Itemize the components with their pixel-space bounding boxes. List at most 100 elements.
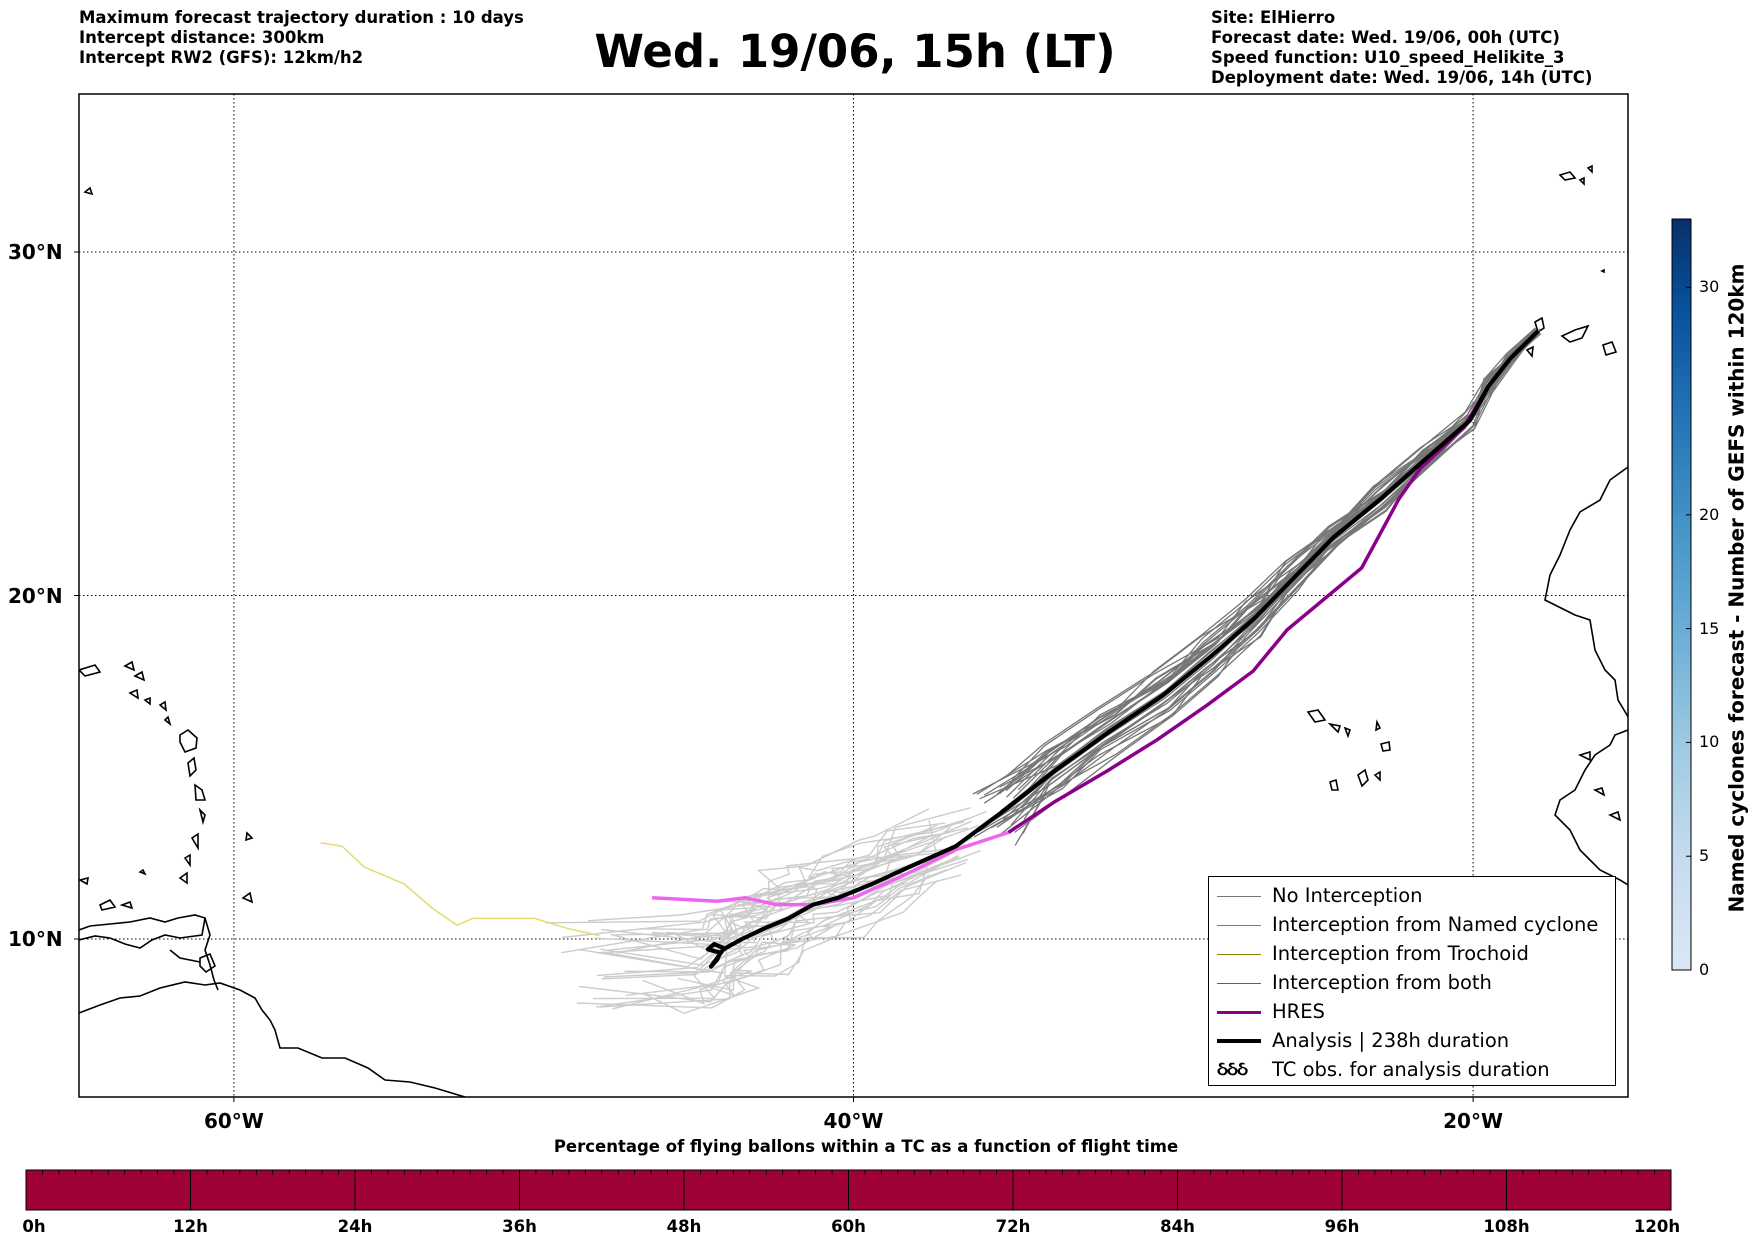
ensemble-member-track <box>999 328 1537 788</box>
ensemble-member-track-late <box>545 808 930 924</box>
ensemble-member-track-late <box>692 820 937 940</box>
flight-time-tick-label: 48h <box>666 1217 702 1236</box>
ensemble-member-track-late <box>592 855 960 1000</box>
flight-time-tick-label: 120h <box>1633 1217 1681 1236</box>
site-text: Site: ElHierro <box>1211 8 1336 27</box>
ensemble-member-track <box>1005 328 1541 792</box>
flight-time-tick-label: 0h <box>22 1217 46 1236</box>
flight-time-title: Percentage of flying ballons within a TC… <box>553 1137 1179 1156</box>
colorbar-tick-label: 15 <box>1699 618 1720 638</box>
colorbar-ticks <box>1686 286 1691 971</box>
ensemble-member-track <box>983 328 1537 796</box>
trajectory-duration-text: Maximum forecast trajectory duration : 1… <box>79 8 524 27</box>
forecast-parameters: Maximum forecast trajectory duration : 1… <box>79 8 524 68</box>
flight-time-tick-label: 12h <box>173 1217 208 1236</box>
flight-time-tick-label: 96h <box>1324 1217 1360 1236</box>
lon-tick-label: 20°W <box>1443 1109 1504 1133</box>
ensemble-member-track-late <box>577 851 956 975</box>
ensemble-member-track-late <box>576 879 938 1009</box>
ensemble-member-track <box>972 328 1536 795</box>
tc-symbol-icon: ઠઠઠ <box>1217 1058 1248 1080</box>
colorbar-tick-label: 10 <box>1699 732 1720 752</box>
ensemble-member-track-late <box>599 861 967 1008</box>
colorbar-tick-label: 20 <box>1699 504 1720 524</box>
lat-ticks <box>74 251 79 940</box>
caribbean-coast <box>79 914 206 949</box>
ensemble-member-track-late <box>596 844 956 977</box>
south-america-coast <box>79 981 466 1097</box>
legend-label: HRES <box>1272 1000 1325 1023</box>
ensemble-member-track <box>999 328 1537 795</box>
intercept-distance-text: Intercept distance: 300km <box>79 28 325 47</box>
lat-tick-label: 10°N <box>8 926 63 951</box>
legend-item-trochoid: Interception from Trochoid <box>1209 941 1615 967</box>
legend-item-named-cyclone: Interception from Named cyclone <box>1209 912 1615 938</box>
ensemble-member-track-late <box>587 822 946 922</box>
ensemble-member-track <box>1011 327 1536 781</box>
legend-label: Interception from both <box>1272 971 1492 994</box>
west-african-islands <box>1577 750 1622 822</box>
ensemble-member-track-late <box>561 807 971 939</box>
legend-label: Interception from Trochoid <box>1272 942 1529 965</box>
legend-swatch <box>1217 954 1261 955</box>
flight-time-tick-label: 24h <box>337 1217 373 1236</box>
ensemble-member-track-late <box>608 817 971 951</box>
speed-function-text: Speed function: U10_speed_Helikite_3 <box>1211 48 1565 67</box>
map-gridlines <box>79 94 1628 1097</box>
ensemble-member-track-late <box>616 827 968 954</box>
legend-swatch <box>1217 896 1261 897</box>
ensemble-member-track <box>1003 330 1539 814</box>
legend-item-both: Interception from both <box>1209 970 1615 996</box>
legend-label: TC obs. for analysis duration <box>1272 1058 1550 1081</box>
antilles-islands <box>79 186 254 911</box>
colorbar <box>1671 218 1692 971</box>
ensemble-member-track <box>999 330 1540 812</box>
ensemble-member-track <box>983 329 1540 804</box>
colorbar-tick-label: 30 <box>1699 277 1720 297</box>
ensemble-member-track-late <box>624 844 966 973</box>
lon-tick-label: 60°W <box>203 1109 264 1133</box>
site-info: Site: ElHierro Forecast date: Wed. 19/06… <box>1211 8 1592 88</box>
ensemble-member-track <box>1024 328 1541 794</box>
page-title: Wed. 19/06, 15h (LT) <box>594 25 1116 78</box>
legend-item-hres: HRES <box>1209 999 1615 1025</box>
flight-time-tick-label: 60h <box>831 1217 866 1236</box>
cape-verde-islands <box>1306 709 1391 791</box>
legend-swatch <box>1217 1011 1261 1014</box>
colorbar-tick-label: 0 <box>1699 960 1710 979</box>
ensemble-member-track-late <box>579 874 962 1003</box>
legend-item-analysis: Analysis | 238h duration <box>1209 1028 1615 1054</box>
lon-tick-label: 40°W <box>823 1109 884 1133</box>
madeira-islands <box>1558 164 1605 274</box>
forecast-date-text: Forecast date: Wed. 19/06, 00h (UTC) <box>1211 28 1560 47</box>
legend: No Interception Interception from Named … <box>1208 876 1616 1086</box>
colorbar-label: Named cyclones forecast - Number of GEFS… <box>1724 263 1748 913</box>
legend-label: No Interception <box>1272 884 1423 907</box>
ensemble-member-track <box>996 328 1541 795</box>
ensemble-member-track <box>977 332 1537 832</box>
legend-swatch <box>1217 983 1261 984</box>
ensemble-member-track-late <box>601 835 932 945</box>
yellow-track <box>320 842 600 937</box>
flight-time-bar-ticks <box>25 1170 1672 1210</box>
ensemble-member-track <box>1003 327 1536 779</box>
ensemble-tracks-late <box>545 807 987 1015</box>
legend-label: Analysis | 238h duration <box>1272 1029 1510 1052</box>
intercept-rw2-text: Intercept RW2 (GFS): 12km/h2 <box>79 48 364 67</box>
flight-time-tick-label: 36h <box>502 1217 537 1236</box>
flight-time-tick-label: 72h <box>995 1217 1031 1236</box>
analysis-track <box>705 329 1540 969</box>
canary-islands <box>1525 316 1618 358</box>
flight-time-tick-label: 84h <box>1160 1217 1195 1236</box>
ensemble-member-track <box>976 328 1537 795</box>
legend-label: Interception from Named cyclone <box>1272 913 1599 936</box>
ensemble-member-track <box>973 332 1537 838</box>
ensemble-member-track-late <box>639 835 948 931</box>
legend-swatch <box>1217 925 1261 926</box>
legend-item-tc-obs: ઠઠઠ TC obs. for analysis duration <box>1209 1057 1615 1083</box>
eastern-caribbean-coast <box>169 917 219 991</box>
flight-time-tick-label: 108h <box>1483 1217 1530 1236</box>
coastlines <box>79 164 1628 1097</box>
colorbar-tick-label: 5 <box>1699 846 1710 866</box>
